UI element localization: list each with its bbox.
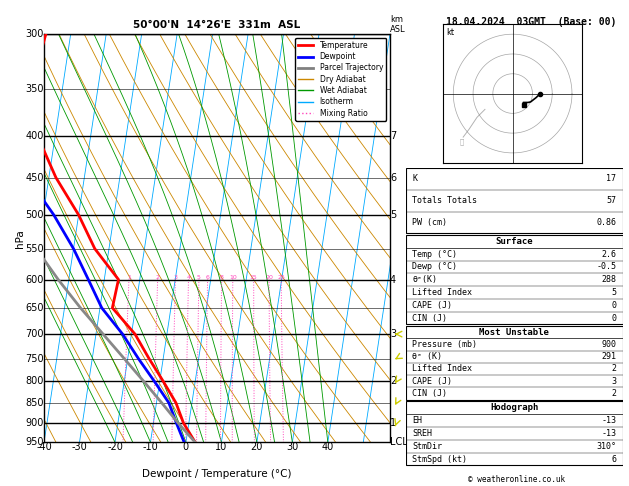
Text: 10: 10 xyxy=(229,275,237,279)
Text: 3: 3 xyxy=(611,377,616,386)
Text: Lifted Index: Lifted Index xyxy=(412,288,472,297)
Text: K: K xyxy=(412,174,417,183)
Text: 3: 3 xyxy=(174,275,177,279)
Text: 4: 4 xyxy=(390,275,396,284)
Text: 7: 7 xyxy=(390,131,396,141)
Text: 6: 6 xyxy=(611,454,616,464)
Text: 700: 700 xyxy=(26,329,44,339)
Text: θᵉ (K): θᵉ (K) xyxy=(412,352,442,361)
Text: 20: 20 xyxy=(265,275,273,279)
Text: CAPE (J): CAPE (J) xyxy=(412,301,452,310)
Text: 15: 15 xyxy=(250,275,258,279)
Text: -40: -40 xyxy=(36,442,52,452)
Text: 8: 8 xyxy=(220,275,223,279)
Text: -20: -20 xyxy=(107,442,123,452)
Text: Totals Totals: Totals Totals xyxy=(412,196,477,205)
Text: 50°00'N  14°26'E  331m  ASL: 50°00'N 14°26'E 331m ASL xyxy=(133,20,301,30)
Text: 5: 5 xyxy=(390,210,396,220)
Text: 0.86: 0.86 xyxy=(596,218,616,227)
Bar xyxy=(406,168,623,233)
Text: 350: 350 xyxy=(26,84,44,94)
Text: 650: 650 xyxy=(26,303,44,313)
Text: 30: 30 xyxy=(286,442,299,452)
Text: Hodograph: Hodograph xyxy=(490,403,538,412)
Bar xyxy=(406,326,623,399)
Text: 2: 2 xyxy=(155,275,160,279)
Text: PW (cm): PW (cm) xyxy=(412,218,447,227)
Text: 450: 450 xyxy=(26,173,44,183)
Text: LCL: LCL xyxy=(390,437,408,447)
Text: 5: 5 xyxy=(611,288,616,297)
Text: 550: 550 xyxy=(25,243,44,254)
Text: 800: 800 xyxy=(26,376,44,386)
Text: 1: 1 xyxy=(127,275,131,279)
Text: 2: 2 xyxy=(611,364,616,373)
Text: 950: 950 xyxy=(26,437,44,447)
Text: 0: 0 xyxy=(183,442,189,452)
Text: 6: 6 xyxy=(390,173,396,183)
Text: -0.5: -0.5 xyxy=(596,262,616,272)
Bar xyxy=(406,235,623,325)
Text: CAPE (J): CAPE (J) xyxy=(412,377,452,386)
Bar xyxy=(406,401,623,466)
Text: StmDir: StmDir xyxy=(412,442,442,451)
Text: 2: 2 xyxy=(390,376,396,386)
Text: -13: -13 xyxy=(601,416,616,425)
Text: Dewp (°C): Dewp (°C) xyxy=(412,262,457,272)
Text: 900: 900 xyxy=(601,340,616,349)
Text: Lifted Index: Lifted Index xyxy=(412,364,472,373)
Text: 6: 6 xyxy=(206,275,209,279)
Text: Most Unstable: Most Unstable xyxy=(479,328,549,337)
Text: 57: 57 xyxy=(606,196,616,205)
Text: Pressure (mb): Pressure (mb) xyxy=(412,340,477,349)
Text: CIN (J): CIN (J) xyxy=(412,389,447,398)
Text: © weatheronline.co.uk: © weatheronline.co.uk xyxy=(469,474,565,484)
Text: 400: 400 xyxy=(26,131,44,141)
Text: 750: 750 xyxy=(25,353,44,364)
Text: 10: 10 xyxy=(215,442,228,452)
Text: 2.6: 2.6 xyxy=(601,250,616,259)
Text: 1: 1 xyxy=(390,418,396,428)
Text: kt: kt xyxy=(446,29,454,37)
Text: hPa: hPa xyxy=(15,229,25,247)
Text: Dewpoint / Temperature (°C): Dewpoint / Temperature (°C) xyxy=(142,469,292,479)
Text: 3: 3 xyxy=(390,329,396,339)
Text: -13: -13 xyxy=(601,429,616,438)
Text: km
ASL: km ASL xyxy=(390,15,406,34)
Text: 300: 300 xyxy=(26,29,44,39)
Text: SREH: SREH xyxy=(412,429,432,438)
Text: 310°: 310° xyxy=(596,442,616,451)
Text: Temp (°C): Temp (°C) xyxy=(412,250,457,259)
Text: -10: -10 xyxy=(143,442,159,452)
Text: -30: -30 xyxy=(72,442,87,452)
Text: 288: 288 xyxy=(601,275,616,284)
Text: 0: 0 xyxy=(611,313,616,323)
Text: 25: 25 xyxy=(277,275,285,279)
Text: 20: 20 xyxy=(251,442,263,452)
Text: 18.04.2024  03GMT  (Base: 00): 18.04.2024 03GMT (Base: 00) xyxy=(447,17,616,27)
Text: CIN (J): CIN (J) xyxy=(412,313,447,323)
Text: StmSpd (kt): StmSpd (kt) xyxy=(412,454,467,464)
Text: 40: 40 xyxy=(321,442,334,452)
Text: 900: 900 xyxy=(26,418,44,428)
Text: EH: EH xyxy=(412,416,422,425)
Text: ⓢ: ⓢ xyxy=(459,138,464,145)
Text: Surface: Surface xyxy=(496,237,533,246)
Text: 2: 2 xyxy=(611,389,616,398)
Legend: Temperature, Dewpoint, Parcel Trajectory, Dry Adiabat, Wet Adiabat, Isotherm, Mi: Temperature, Dewpoint, Parcel Trajectory… xyxy=(295,38,386,121)
Text: 600: 600 xyxy=(26,275,44,284)
Text: θᵉ(K): θᵉ(K) xyxy=(412,275,437,284)
Text: 291: 291 xyxy=(601,352,616,361)
Text: 0: 0 xyxy=(611,301,616,310)
Text: 850: 850 xyxy=(26,398,44,408)
Text: 500: 500 xyxy=(26,210,44,220)
Text: 4: 4 xyxy=(186,275,191,279)
Text: 17: 17 xyxy=(606,174,616,183)
Text: 5: 5 xyxy=(197,275,201,279)
